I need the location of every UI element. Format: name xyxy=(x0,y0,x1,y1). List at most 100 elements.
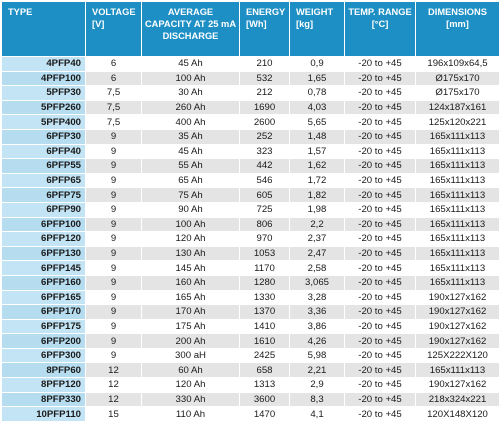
cell-voltage: 9 xyxy=(85,187,142,203)
cell-voltage: 9 xyxy=(85,216,142,233)
cell-energy: 442 xyxy=(239,158,290,174)
cell-energy: 1410 xyxy=(239,318,290,335)
cell-voltage: 9 xyxy=(85,318,142,335)
cell-weight: 1,65 xyxy=(289,70,345,87)
header-voltage: VOLTAGE [V] xyxy=(85,1,142,57)
cell-capacity: 120 Ah xyxy=(141,231,240,247)
cell-weight: 2,2 xyxy=(289,216,345,233)
cell-dimensions: 165x111x113 xyxy=(415,201,500,218)
header-energy: ENERGY [Wh] xyxy=(239,1,290,57)
cell-energy: 2600 xyxy=(239,114,290,130)
cell-temp: -20 to +45 xyxy=(344,99,416,116)
cell-energy: 252 xyxy=(239,128,290,145)
cell-temp: -20 to +45 xyxy=(344,391,416,408)
table-row: 6PFP300 9 300 aH 2425 5,98 -20 to +45 125X222X… xyxy=(1,347,500,364)
table-row: 6PFP130 9 130 Ah 1053 2,47 -20 to +45 165x111x… xyxy=(1,245,500,262)
table-row: 6PFP40 9 45 Ah 323 1,57 -20 to +45 165x111x113 xyxy=(1,143,500,160)
cell-capacity: 55 Ah xyxy=(141,158,240,174)
cell-dimensions: 165x111x113 xyxy=(415,172,500,189)
table-row: 5PFP260 7,5 260 Ah 1690 4,03 -20 to +45 124x18… xyxy=(1,99,500,116)
cell-weight: 1,72 xyxy=(289,172,345,189)
cell-weight: 3,065 xyxy=(289,274,345,291)
cell-weight: 1,62 xyxy=(289,158,345,174)
cell-energy: 3600 xyxy=(239,391,290,408)
cell-voltage: 9 xyxy=(85,201,142,218)
cell-type: 6PFP200 xyxy=(1,333,86,349)
cell-weight: 5,98 xyxy=(289,347,345,364)
cell-energy: 1280 xyxy=(239,274,290,291)
cell-dimensions: 190x127x162 xyxy=(415,377,500,393)
cell-temp: -20 to +45 xyxy=(344,201,416,218)
cell-voltage: 9 xyxy=(85,304,142,320)
cell-voltage: 15 xyxy=(85,406,142,422)
cell-capacity: 260 Ah xyxy=(141,99,240,116)
cell-capacity: 110 Ah xyxy=(141,406,240,422)
cell-dimensions: 165x111x113 xyxy=(415,158,500,174)
cell-temp: -20 to +45 xyxy=(344,114,416,130)
cell-type: 6PFP145 xyxy=(1,260,86,276)
table-row: 8PFP120 12 120 Ah 1313 2,9 -20 to +45 190x127x… xyxy=(1,377,500,393)
cell-voltage: 9 xyxy=(85,289,142,306)
table-row: 5PFP400 7,5 400 Ah 2600 5,65 -20 to +45 125x12… xyxy=(1,114,500,130)
cell-voltage: 9 xyxy=(85,128,142,145)
battery-spec-table: TYPE VOLTAGE [V] AVERAGE CAPACITY AT 25 … xyxy=(1,1,500,422)
cell-dimensions: 218x324x221 xyxy=(415,391,500,408)
cell-voltage: 9 xyxy=(85,143,142,160)
cell-capacity: 165 Ah xyxy=(141,289,240,306)
cell-type: 6PFP165 xyxy=(1,289,86,306)
cell-capacity: 45 Ah xyxy=(141,143,240,160)
cell-type: 6PFP75 xyxy=(1,187,86,203)
cell-capacity: 65 Ah xyxy=(141,172,240,189)
cell-energy: 1170 xyxy=(239,260,290,276)
table-row: 6PFP175 9 175 Ah 1410 3,86 -20 to +45 190x127x… xyxy=(1,318,500,335)
cell-temp: -20 to +45 xyxy=(344,70,416,87)
cell-weight: 4,26 xyxy=(289,333,345,349)
cell-temp: -20 to +45 xyxy=(344,143,416,160)
cell-weight: 0,78 xyxy=(289,85,345,101)
cell-energy: 532 xyxy=(239,70,290,87)
cell-type: 6PFP130 xyxy=(1,245,86,262)
cell-temp: -20 to +45 xyxy=(344,56,416,72)
cell-voltage: 9 xyxy=(85,347,142,364)
table-row: 6PFP75 9 75 Ah 605 1,82 -20 to +45 165x111x113 xyxy=(1,187,500,203)
cell-voltage: 7,5 xyxy=(85,85,142,101)
cell-type: 6PFP175 xyxy=(1,318,86,335)
cell-energy: 970 xyxy=(239,231,290,247)
cell-dimensions: 190x127x162 xyxy=(415,318,500,335)
cell-temp: -20 to +45 xyxy=(344,406,416,422)
cell-weight: 0,9 xyxy=(289,56,345,72)
cell-weight: 3,36 xyxy=(289,304,345,320)
cell-voltage: 9 xyxy=(85,158,142,174)
header-dimensions: DIMENSIONS [mm] xyxy=(415,1,500,57)
cell-type: 5PFP400 xyxy=(1,114,86,130)
cell-dimensions: 125x120x221 xyxy=(415,114,500,130)
cell-type: 6PFP55 xyxy=(1,158,86,174)
cell-energy: 1690 xyxy=(239,99,290,116)
cell-energy: 1470 xyxy=(239,406,290,422)
cell-dimensions: Ø175x170 xyxy=(415,70,500,87)
cell-type: 4PFP40 xyxy=(1,56,86,72)
cell-capacity: 330 Ah xyxy=(141,391,240,408)
cell-weight: 1,57 xyxy=(289,143,345,160)
cell-capacity: 35 Ah xyxy=(141,128,240,145)
cell-temp: -20 to +45 xyxy=(344,231,416,247)
header-type: TYPE xyxy=(1,1,86,57)
cell-capacity: 45 Ah xyxy=(141,56,240,72)
cell-temp: -20 to +45 xyxy=(344,289,416,306)
cell-dimensions: 165x111x113 xyxy=(415,143,500,160)
cell-weight: 2,47 xyxy=(289,245,345,262)
cell-capacity: 100 Ah xyxy=(141,216,240,233)
cell-capacity: 130 Ah xyxy=(141,245,240,262)
cell-capacity: 75 Ah xyxy=(141,187,240,203)
cell-weight: 2,58 xyxy=(289,260,345,276)
cell-dimensions: 165x111x113 xyxy=(415,187,500,203)
table-row: 6PFP120 9 120 Ah 970 2,37 -20 to +45 165x111x1… xyxy=(1,231,500,247)
cell-voltage: 12 xyxy=(85,391,142,408)
cell-dimensions: Ø175x170 xyxy=(415,85,500,101)
cell-capacity: 400 Ah xyxy=(141,114,240,130)
cell-type: 6PFP65 xyxy=(1,172,86,189)
cell-energy: 210 xyxy=(239,56,290,72)
cell-energy: 605 xyxy=(239,187,290,203)
cell-capacity: 100 Ah xyxy=(141,70,240,87)
cell-type: 5PFP260 xyxy=(1,99,86,116)
